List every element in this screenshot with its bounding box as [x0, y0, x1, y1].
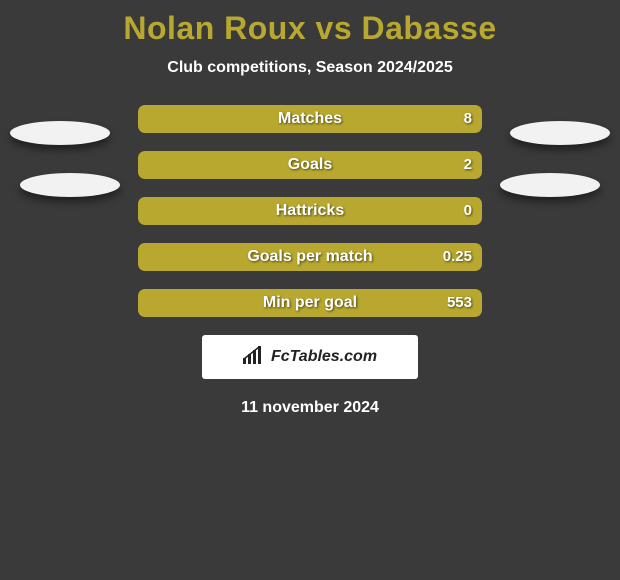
- subtitle: Club competitions, Season 2024/2025: [0, 59, 620, 77]
- stat-bar-right: [138, 105, 482, 133]
- stat-bar-right: [138, 151, 482, 179]
- source-text: FcTables.com: [271, 348, 377, 366]
- stat-bar-right: [138, 289, 482, 317]
- stat-bar: Goals2: [138, 151, 482, 179]
- stat-bar: Min per goal553: [138, 289, 482, 317]
- stat-bar: Hattricks0: [138, 197, 482, 225]
- stat-row: Min per goal553: [0, 289, 620, 317]
- stat-bar-right: [138, 243, 482, 271]
- source-badge: FcTables.com: [202, 335, 418, 379]
- stat-row: Goals per match0.25: [0, 243, 620, 271]
- page-title: Nolan Roux vs Dabasse: [0, 10, 620, 47]
- stat-row: Hattricks0: [0, 197, 620, 225]
- stat-bar-right: [138, 197, 482, 225]
- fctables-icon: [243, 346, 265, 369]
- stat-row: Matches8: [0, 105, 620, 133]
- stat-row: Goals2: [0, 151, 620, 179]
- stats-area: Matches8 Goals2 Hattricks0 Goals per match0…: [0, 105, 620, 317]
- date-label: 11 november 2024: [0, 399, 620, 417]
- comparison-panel: Nolan Roux vs Dabasse Club competitions,…: [0, 0, 620, 417]
- stat-bar: Goals per match0.25: [138, 243, 482, 271]
- stat-bar: Matches8: [138, 105, 482, 133]
